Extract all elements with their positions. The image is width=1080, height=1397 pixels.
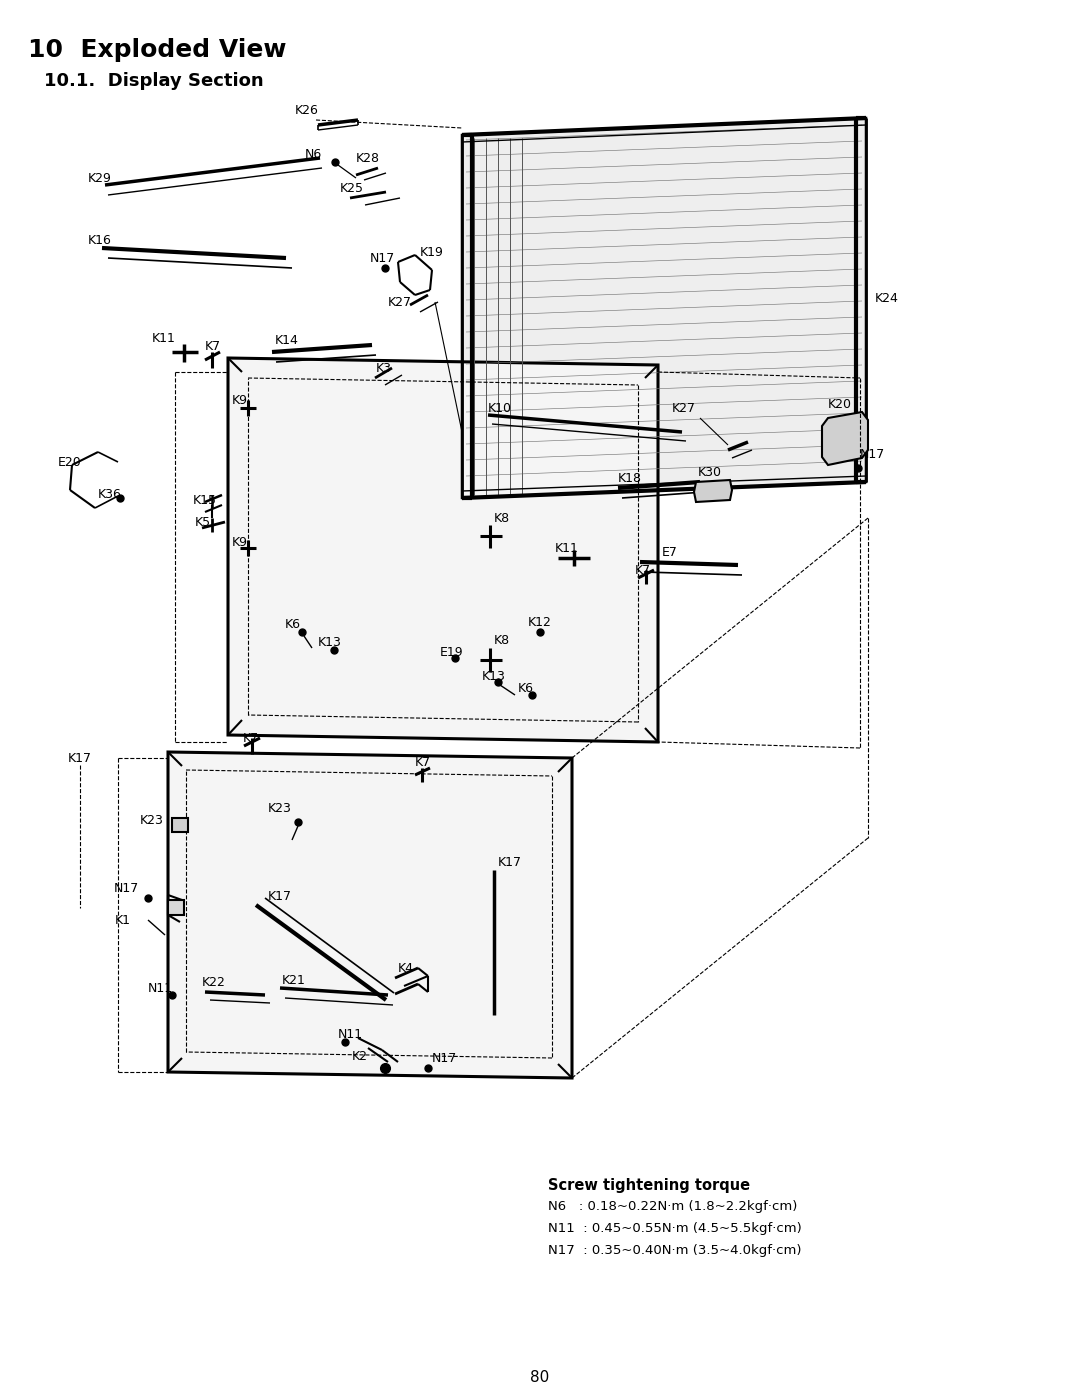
Polygon shape xyxy=(228,358,658,742)
Text: K24: K24 xyxy=(875,292,899,305)
Text: K11: K11 xyxy=(555,542,579,555)
Text: K21: K21 xyxy=(282,974,306,986)
Text: N6   : 0.18~0.22N·m (1.8~2.2kgf·cm): N6 : 0.18~0.22N·m (1.8~2.2kgf·cm) xyxy=(548,1200,797,1213)
Text: K22: K22 xyxy=(202,975,226,989)
Text: K2: K2 xyxy=(352,1049,368,1063)
Text: N17  : 0.35~0.40N·m (3.5~4.0kgf·cm): N17 : 0.35~0.40N·m (3.5~4.0kgf·cm) xyxy=(548,1243,801,1257)
Text: N11: N11 xyxy=(338,1028,363,1041)
Text: K27: K27 xyxy=(672,401,696,415)
Text: K7: K7 xyxy=(205,339,221,352)
Text: N17: N17 xyxy=(114,882,139,894)
Text: K6: K6 xyxy=(518,682,534,694)
Text: K17: K17 xyxy=(498,855,522,869)
Text: N6: N6 xyxy=(305,148,322,162)
Text: E20: E20 xyxy=(58,455,82,468)
Polygon shape xyxy=(172,819,188,833)
Text: E7: E7 xyxy=(662,545,678,559)
Text: N11  : 0.45~0.55N·m (4.5~5.5kgf·cm): N11 : 0.45~0.55N·m (4.5~5.5kgf·cm) xyxy=(548,1222,801,1235)
Text: K10: K10 xyxy=(488,401,512,415)
Text: K16: K16 xyxy=(87,233,112,246)
Text: 80: 80 xyxy=(530,1370,550,1386)
Text: N17: N17 xyxy=(860,448,886,461)
Text: K23: K23 xyxy=(268,802,292,814)
Text: K13: K13 xyxy=(318,636,342,648)
Text: K7: K7 xyxy=(635,563,651,577)
Text: 10.1.  Display Section: 10.1. Display Section xyxy=(44,73,264,89)
Text: K5: K5 xyxy=(195,515,211,528)
Text: K13: K13 xyxy=(482,669,505,683)
Text: K7: K7 xyxy=(243,732,259,745)
Text: K1: K1 xyxy=(114,914,131,926)
Text: Screw tightening torque: Screw tightening torque xyxy=(548,1178,751,1193)
Text: K17: K17 xyxy=(68,752,92,764)
Text: E19: E19 xyxy=(440,645,463,658)
Text: K6: K6 xyxy=(285,619,301,631)
Polygon shape xyxy=(462,117,866,497)
Text: K9: K9 xyxy=(232,394,248,407)
Text: N17: N17 xyxy=(370,251,395,264)
Text: K19: K19 xyxy=(420,246,444,258)
Text: K12: K12 xyxy=(528,616,552,629)
Text: K7: K7 xyxy=(415,756,431,768)
Text: K27: K27 xyxy=(388,296,411,309)
Text: K36: K36 xyxy=(98,489,122,502)
Text: N11: N11 xyxy=(148,982,173,995)
Text: K28: K28 xyxy=(356,151,380,165)
Polygon shape xyxy=(822,412,868,465)
Text: K23: K23 xyxy=(140,813,164,827)
Text: N17: N17 xyxy=(432,1052,457,1065)
Text: K8: K8 xyxy=(494,633,510,647)
Bar xyxy=(168,900,184,915)
Text: K17: K17 xyxy=(268,890,292,902)
Text: K15: K15 xyxy=(193,493,217,507)
Text: K14: K14 xyxy=(275,334,299,346)
Text: K11: K11 xyxy=(152,331,176,345)
Text: K20: K20 xyxy=(828,398,852,412)
Text: K26: K26 xyxy=(295,103,319,116)
Text: K3: K3 xyxy=(376,362,392,374)
Text: K18: K18 xyxy=(618,472,642,485)
Text: K9: K9 xyxy=(232,535,248,549)
Text: 10  Exploded View: 10 Exploded View xyxy=(28,38,286,61)
Polygon shape xyxy=(694,481,732,502)
Text: K8: K8 xyxy=(494,511,510,524)
Polygon shape xyxy=(168,752,572,1078)
Text: K4: K4 xyxy=(399,961,414,975)
Text: K29: K29 xyxy=(87,172,112,184)
Text: K30: K30 xyxy=(698,465,723,479)
Text: K25: K25 xyxy=(340,182,364,194)
